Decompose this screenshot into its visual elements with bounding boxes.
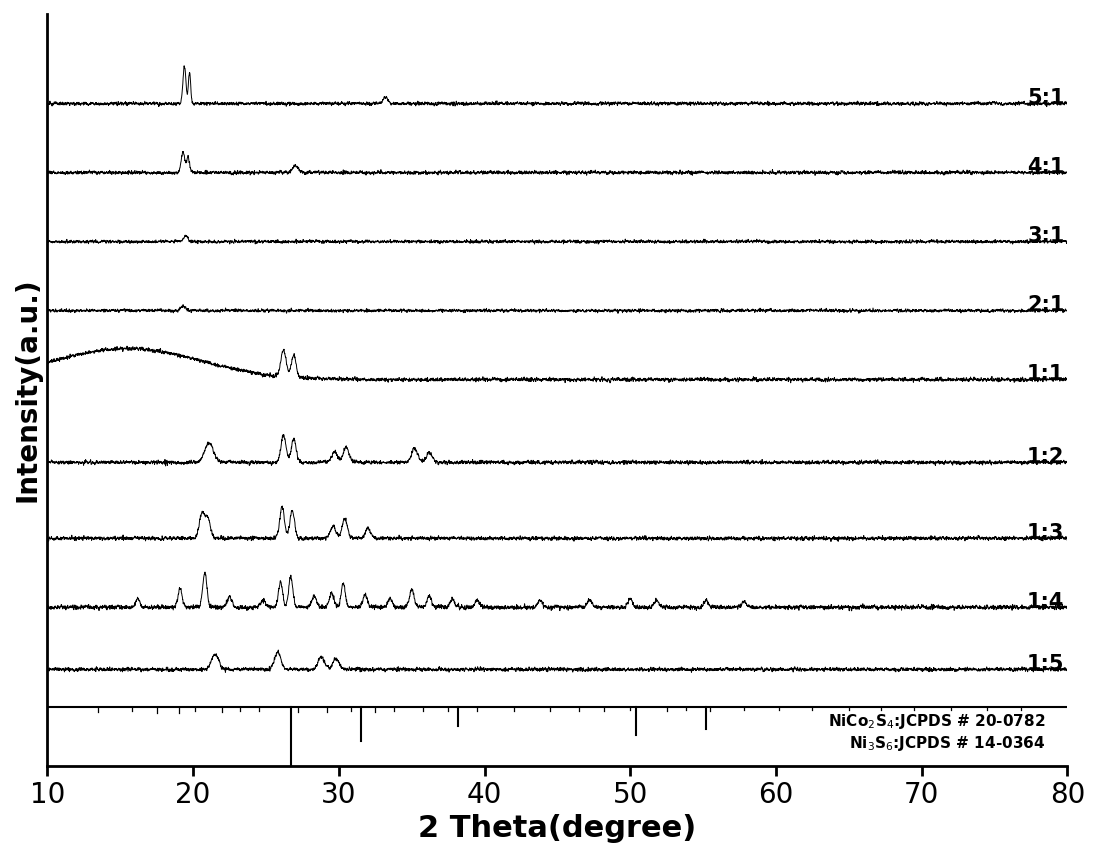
Text: 1:2: 1:2: [1028, 446, 1065, 467]
Text: 1:5: 1:5: [1026, 654, 1065, 674]
Text: 3:1: 3:1: [1028, 226, 1065, 246]
Text: 4:1: 4:1: [1028, 157, 1065, 177]
Y-axis label: Intensity(a.u.): Intensity(a.u.): [14, 278, 42, 502]
Text: 1:3: 1:3: [1028, 523, 1065, 542]
Text: NiCo$_2$S$_4$:JCPDS # 20-0782
Ni$_3$S$_6$:JCPDS # 14-0364: NiCo$_2$S$_4$:JCPDS # 20-0782 Ni$_3$S$_6…: [829, 712, 1045, 753]
Text: 1:4: 1:4: [1028, 591, 1065, 612]
Text: 1:1: 1:1: [1028, 364, 1065, 384]
Text: 5:1: 5:1: [1026, 88, 1065, 108]
X-axis label: 2 Theta(degree): 2 Theta(degree): [419, 814, 697, 843]
Text: 2:1: 2:1: [1028, 295, 1065, 315]
